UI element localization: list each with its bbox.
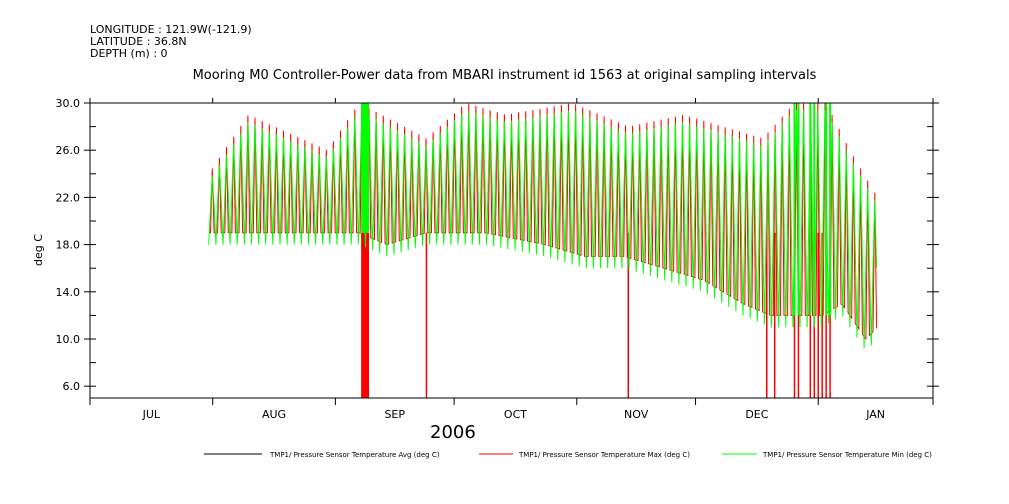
x-month-label: JAN xyxy=(865,408,885,421)
x-month-label: NOV xyxy=(624,408,649,421)
latitude-label: LATITUDE : 36.8N xyxy=(90,35,187,48)
y-tick-label: 14.0 xyxy=(56,286,81,299)
y-tick-label: 26.0 xyxy=(56,144,81,157)
legend-label: TMP1/ Pressure Sensor Temperature Avg (d… xyxy=(269,451,440,459)
y-tick-label: 30.0 xyxy=(56,97,81,110)
legend: TMP1/ Pressure Sensor Temperature Avg (d… xyxy=(204,451,932,459)
x-month-label: AUG xyxy=(262,408,286,421)
legend-label: TMP1/ Pressure Sensor Temperature Min (d… xyxy=(762,451,932,459)
axis-layer: 6.0 10.0 14.0 18.0 22.0 26.0 30.0 JUL AUG SEP OCT N… xyxy=(56,97,939,421)
y-axis-label: deg C xyxy=(32,234,45,266)
series-max-line xyxy=(208,102,878,341)
y-tick-label: 22.0 xyxy=(56,191,81,204)
legend-label: TMP1/ Pressure Sensor Temperature Max (d… xyxy=(518,451,690,459)
location-header: LONGITUDE : 121.9W(-121.9) LATITUDE : 36… xyxy=(90,24,252,60)
longitude-label: LONGITUDE : 121.9W(-121.9) xyxy=(90,23,252,36)
y-tick-label: 10.0 xyxy=(56,333,81,346)
x-month-label: DEC xyxy=(745,408,768,421)
x-axis-year-label: 2006 xyxy=(430,422,476,443)
series-min-block xyxy=(361,103,370,233)
x-month-label: SEP xyxy=(384,408,405,421)
plot-frame xyxy=(89,102,934,399)
series-max-block xyxy=(361,232,370,398)
x-month-label: OCT xyxy=(504,408,527,421)
series-layer xyxy=(208,102,878,398)
y-tick-label: 18.0 xyxy=(56,239,81,252)
series-min-line xyxy=(208,110,878,349)
y-tick-label: 6.0 xyxy=(63,380,81,393)
chart-title: Mooring M0 Controller-Power data from MB… xyxy=(192,68,817,83)
depth-label: DEPTH (m) : 0 xyxy=(90,47,168,60)
x-month-label: JUL xyxy=(142,408,161,421)
